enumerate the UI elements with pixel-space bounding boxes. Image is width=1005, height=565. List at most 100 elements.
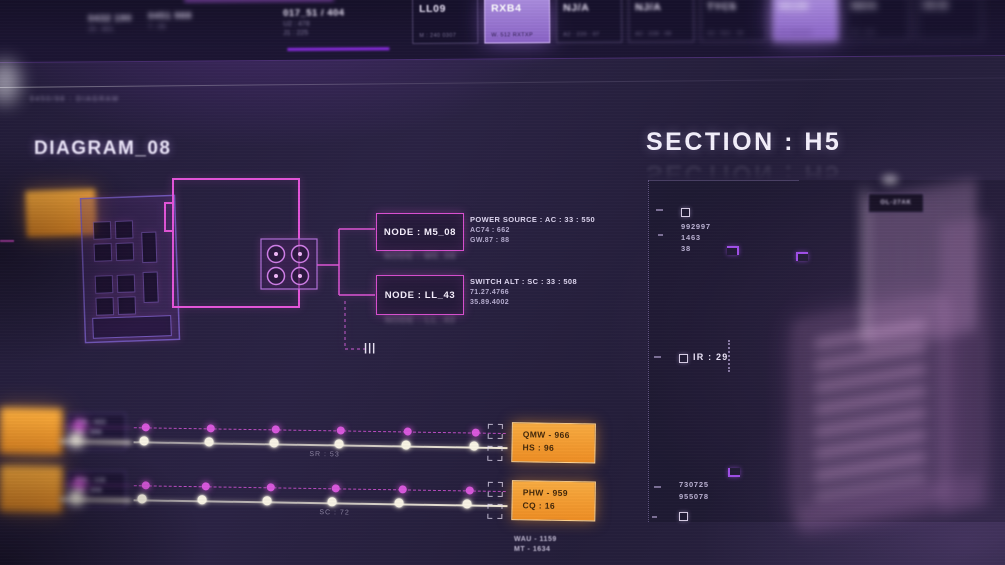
side-badge-blurred xyxy=(0,407,63,455)
top-readout-line2: J1 : 225 xyxy=(283,29,309,37)
footer-line: WAU - 1159 xyxy=(514,536,557,543)
section-title: SECTION : H5 xyxy=(646,128,842,156)
bars-marker-icon: ||| xyxy=(364,342,377,354)
node-label: NODE : M5_08 xyxy=(383,226,457,238)
holo-tag-text: OL-27AK xyxy=(880,200,912,206)
top-card[interactable]: RXB4 W. 512 RXTXP xyxy=(484,0,551,44)
tick-mark xyxy=(654,486,661,488)
purple-corner-icon xyxy=(727,246,739,255)
schematic-diagram xyxy=(79,178,375,350)
top-readout: 017_51 / 404 U2 : 478 J1 : 225 xyxy=(283,8,345,37)
isometric-hologram xyxy=(770,160,1005,536)
badge-line: HS : 96 xyxy=(522,442,555,453)
holo-spark xyxy=(882,175,898,184)
top-card-row: LL09 M : 240 0307 RXB4 W. 512 RXTXP NJ/A… xyxy=(412,0,983,45)
footer-line: MT - 1634 xyxy=(514,546,551,553)
badge-line: QMW - 966 xyxy=(522,429,570,441)
section-divider xyxy=(0,77,1005,88)
tick-mark xyxy=(654,356,661,358)
node-box-ll-43[interactable]: NODE : LL_43 NODE : LL_43 xyxy=(376,275,464,326)
holo-edge-glow xyxy=(863,187,866,339)
top-card[interactable]: LL09 M : 240 0307 xyxy=(412,0,479,45)
diagram-title: DIAGRAM_08 xyxy=(34,138,172,159)
panel-value: 1463 xyxy=(681,233,701,242)
top-card-label: RXB4 xyxy=(491,2,522,15)
panel-value: 992997 xyxy=(681,222,711,231)
top-card[interactable]: NJ/A A2 : 220 : 07 xyxy=(556,0,623,44)
node-label-ghost: NODE : M5_08 xyxy=(383,251,457,262)
target-bracket-icon[interactable] xyxy=(487,481,503,497)
square-marker-icon xyxy=(681,208,690,217)
top-card-sub: W. 140 RXT xyxy=(779,30,813,37)
info-line: GW.87 : 88 xyxy=(470,237,510,244)
panel-value: 955078 xyxy=(679,492,709,501)
side-readout-line: 25 : 408 xyxy=(76,488,103,494)
top-card-label: 09-B xyxy=(923,0,949,12)
info-title: POWER SOURCE : AC : 33 : 550 xyxy=(470,215,596,224)
info-line: 35.89.4002 xyxy=(470,299,510,306)
top-card-label: N0/A xyxy=(851,0,878,13)
slider-dot-white xyxy=(69,491,83,505)
node-box-m5-08[interactable]: NODE : M5_08 NODE : M5_08 xyxy=(376,213,464,262)
top-card-sub: M : 240 0307 xyxy=(419,32,457,40)
section-panel: 992997 1463 38 IR : 29 730725 955078 xyxy=(648,180,1005,522)
connector-stub xyxy=(0,240,14,242)
diagram-header: 0450/98 : DIAGRAM xyxy=(30,96,120,103)
switch-alt-info: SWITCH ALT : SC : 33 : 508 71.27.4766 35… xyxy=(470,277,645,306)
panel-value: 38 xyxy=(681,244,691,253)
top-label-b-text: 0451 988 xyxy=(148,10,192,22)
info-title: SWITCH ALT : SC : 33 : 508 xyxy=(470,277,578,286)
accent-streak xyxy=(184,0,335,2)
badge-line: PHW - 959 xyxy=(522,487,568,499)
top-readout-line1: U2 : 478 xyxy=(283,20,310,28)
purple-corner-icon xyxy=(728,468,740,477)
top-card[interactable]: TYC5 A3 : 551 : 20 xyxy=(700,0,767,43)
target-bracket-icon[interactable] xyxy=(487,503,503,519)
ir-label: IR : 29 xyxy=(693,352,729,362)
tick-mark xyxy=(652,516,657,518)
holo-column xyxy=(940,215,990,515)
accent-underline xyxy=(287,47,390,51)
top-card-label: NJ/A xyxy=(563,1,590,15)
node-label-ghost: NODE : LL_43 xyxy=(384,315,456,326)
node-label: NODE : LL_43 xyxy=(384,289,456,301)
value-badge-qmw: QMW - 966 HS : 96 xyxy=(511,422,596,464)
top-card-sub: A2 : 228 : 09 xyxy=(635,31,672,38)
badge-line: CQ : 16 xyxy=(522,500,556,511)
side-readout-line: 41 : 996 xyxy=(76,430,103,436)
top-card-sub: W. 512 RXTXP xyxy=(491,32,534,39)
top-label-b: 0451 988 7 : 05 xyxy=(148,11,192,31)
dotted-scale xyxy=(728,340,731,372)
top-card-label: TYC5 xyxy=(707,0,737,14)
top-card[interactable]: HC29 W. 140 RXT xyxy=(772,0,839,42)
top-label-a-text: 0432 190 xyxy=(88,13,132,25)
light-leak xyxy=(0,60,20,104)
side-badge-blurred xyxy=(0,465,63,513)
slider-footer-readout: WAU - 1159 MT - 1634 xyxy=(514,536,557,556)
purple-corner-icon xyxy=(796,252,808,261)
target-bracket-icon[interactable] xyxy=(487,423,503,439)
top-card-sub: A2 : 220 : 07 xyxy=(563,31,600,39)
tick-mark xyxy=(656,209,663,211)
value-badge-phw: PHW - 959 CQ : 16 xyxy=(511,480,596,522)
slider-row-2[interactable]: SC : 72 PHW - 959 CQ : 16 xyxy=(57,472,618,533)
top-card[interactable]: 09-B xyxy=(916,0,983,41)
tick-mark xyxy=(658,234,663,236)
top-card-label: LL09 xyxy=(419,2,447,16)
top-label-b-sub: 7 : 05 xyxy=(148,23,166,31)
top-card[interactable]: N0/A A2 : 204 xyxy=(844,0,911,42)
square-marker-icon xyxy=(679,512,688,521)
top-card-label: HC29 xyxy=(779,0,809,13)
panel-value: 730725 xyxy=(679,480,709,489)
slider-dot-white xyxy=(69,433,83,447)
info-line: 71.27.4766 xyxy=(470,289,510,296)
slider-row-1[interactable]: SR : 53 QMW - 966 HS : 96 xyxy=(57,414,618,475)
top-label-a: 0432 190 25 : 801 xyxy=(88,13,132,33)
target-bracket-icon[interactable] xyxy=(487,445,503,461)
top-card-label: NJ/A xyxy=(635,1,662,14)
top-card[interactable]: NJ/A A2 : 228 : 09 xyxy=(628,0,695,43)
square-marker-icon xyxy=(679,354,688,363)
side-readout-line: 694 : 118 xyxy=(76,478,106,484)
holo-tag-box: OL-27AK xyxy=(868,193,924,213)
